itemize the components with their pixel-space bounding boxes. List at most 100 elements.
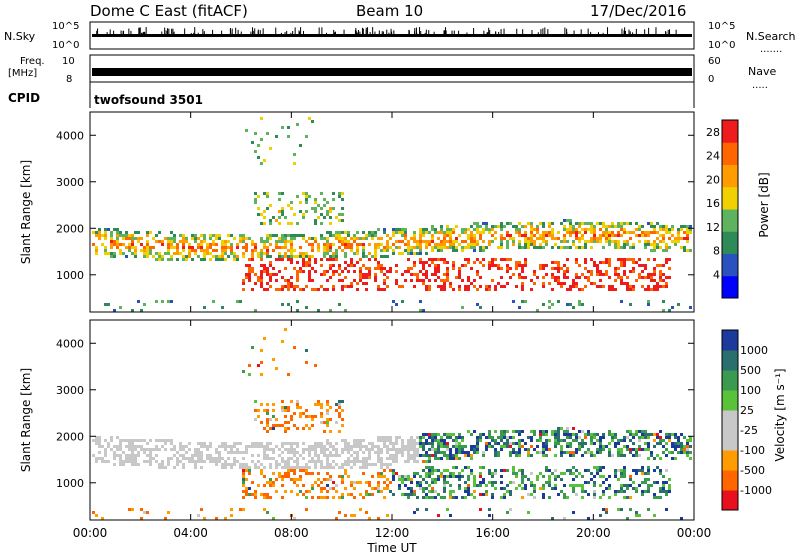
range-cell — [170, 439, 173, 442]
range-cell — [374, 487, 377, 490]
range-cell — [185, 237, 188, 240]
range-cell — [413, 231, 416, 234]
range-cell — [623, 222, 626, 225]
range-cell — [266, 270, 269, 273]
range-cell — [281, 406, 284, 409]
range-cell — [146, 460, 149, 463]
noise-right-tick-top: 10^5 — [708, 21, 735, 32]
range-cell — [140, 249, 143, 252]
range-cell — [572, 427, 575, 430]
range-cell — [341, 493, 344, 496]
range-cell — [581, 490, 584, 493]
range-cell — [482, 451, 485, 454]
range-cell — [440, 442, 443, 445]
range-cell — [482, 433, 485, 436]
range-cell — [335, 231, 338, 234]
range-cell — [413, 246, 416, 249]
range-cell — [599, 448, 602, 451]
range-cell — [122, 252, 125, 255]
range-cell — [551, 237, 554, 240]
range-cell — [257, 364, 260, 367]
range-cell — [446, 433, 449, 436]
range-cell — [368, 517, 371, 520]
range-cell — [590, 282, 593, 285]
range-cell — [533, 490, 536, 493]
velocity-cbar-tick: 1000 — [740, 344, 768, 357]
range-cell — [410, 439, 413, 442]
range-cell — [263, 192, 266, 195]
range-cell — [125, 454, 128, 457]
range-cell — [602, 225, 605, 228]
range-cell — [290, 490, 293, 493]
range-cell — [665, 442, 668, 445]
range-cell — [110, 234, 113, 237]
range-cell — [302, 255, 305, 258]
range-cell — [188, 243, 191, 246]
range-cell — [551, 303, 554, 306]
range-cell — [338, 267, 341, 270]
range-cell — [659, 496, 662, 499]
range-cell — [299, 454, 302, 457]
range-cell — [410, 478, 413, 481]
range-cell — [617, 448, 620, 451]
range-cell — [515, 228, 518, 231]
range-cell — [116, 448, 119, 451]
velocity-cbar-frame — [721, 329, 739, 511]
range-cell — [425, 481, 428, 484]
x-tick-label: 08:00 — [274, 526, 309, 540]
range-cell — [476, 273, 479, 276]
freq-label-line2: [MHz] — [8, 68, 37, 79]
range-cell — [434, 258, 437, 261]
range-cell — [566, 276, 569, 279]
range-cell — [383, 475, 386, 478]
range-cell — [581, 273, 584, 276]
range-cell — [623, 273, 626, 276]
range-cell — [467, 487, 470, 490]
range-cell — [128, 237, 131, 240]
range-cell — [620, 508, 623, 511]
range-cell — [236, 258, 239, 261]
range-cell — [617, 231, 620, 234]
range-cell — [230, 445, 233, 448]
range-cell — [239, 300, 242, 303]
range-cell — [239, 508, 242, 511]
range-cell — [632, 258, 635, 261]
range-cell — [440, 457, 443, 460]
range-cell — [491, 228, 494, 231]
range-cell — [593, 493, 596, 496]
range-cell — [464, 228, 467, 231]
range-cell — [536, 237, 539, 240]
range-cell — [242, 246, 245, 249]
velocity-cbar-segment — [722, 490, 738, 511]
range-cell — [326, 421, 329, 424]
noise-spike — [544, 27, 546, 35]
noise-baseline — [92, 34, 692, 37]
range-cell — [497, 246, 500, 249]
range-cell — [293, 288, 296, 291]
range-cell — [434, 270, 437, 273]
range-cell — [200, 466, 203, 469]
range-cell — [344, 472, 347, 475]
range-cell — [308, 448, 311, 451]
range-cell — [491, 439, 494, 442]
range-cell — [455, 442, 458, 445]
range-cell — [608, 451, 611, 454]
range-cell — [281, 285, 284, 288]
noise-spike — [388, 32, 390, 35]
range-cell — [167, 246, 170, 249]
range-cell — [632, 261, 635, 264]
range-cell — [413, 264, 416, 267]
range-cell — [164, 466, 167, 469]
range-cell — [506, 490, 509, 493]
range-cell — [599, 234, 602, 237]
range-cell — [641, 493, 644, 496]
range-cell — [602, 448, 605, 451]
range-cell — [626, 445, 629, 448]
noise-spike — [374, 31, 376, 35]
range-cell — [305, 210, 308, 213]
range-cell — [191, 246, 194, 249]
range-cell — [95, 436, 98, 439]
range-cell — [293, 153, 296, 156]
range-cell — [293, 454, 296, 457]
range-cell — [554, 237, 557, 240]
